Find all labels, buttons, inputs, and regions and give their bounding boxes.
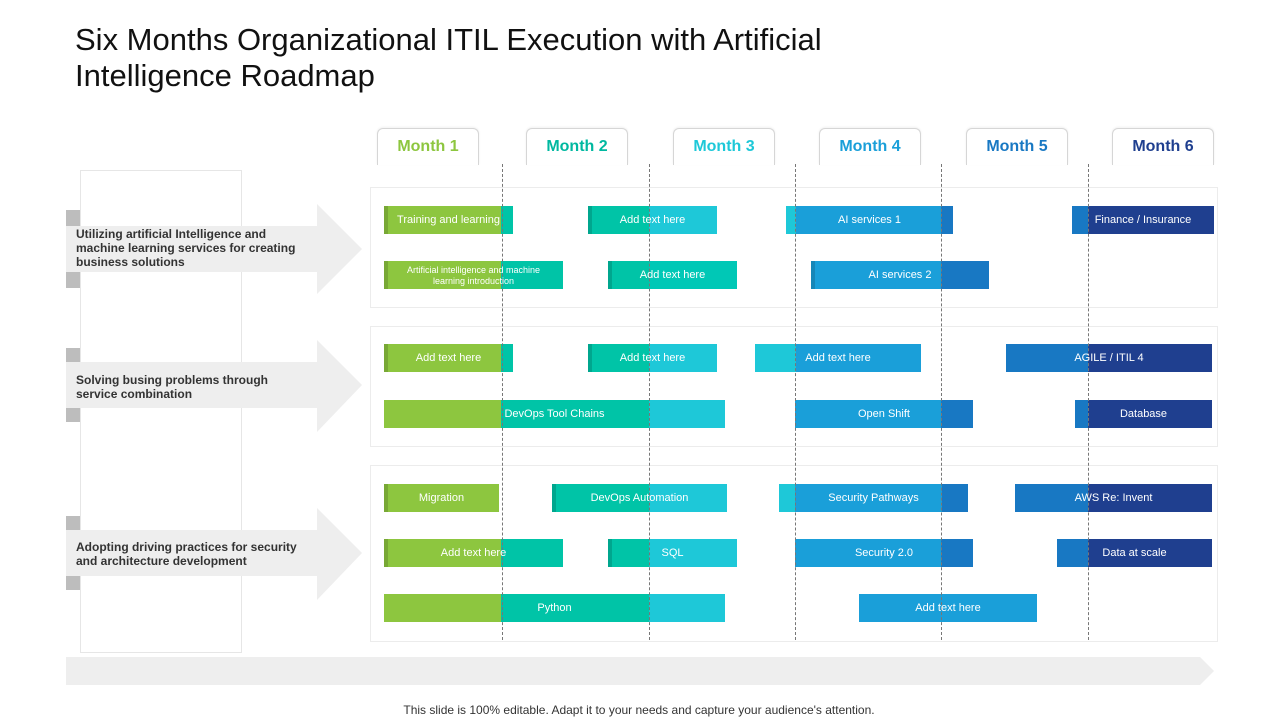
month-label: Month 5 <box>986 138 1048 155</box>
task-label: Artificial intelligence and machine lear… <box>406 265 541 287</box>
task-bar[interactable]: Python <box>384 594 725 622</box>
task-label: Security 2.0 <box>854 547 914 559</box>
arrow-shape <box>66 508 362 600</box>
task-bar[interactable]: AI services 1 <box>786 206 953 234</box>
task-bar[interactable]: Training and learning <box>384 206 513 234</box>
task-bar[interactable]: DevOps Tool Chains <box>384 400 725 428</box>
task-label: DevOps Tool Chains <box>504 408 605 420</box>
task-bar[interactable]: Add text here <box>755 344 921 372</box>
task-bar[interactable]: Database <box>1075 400 1212 428</box>
task-bar[interactable]: AWS Re: Invent <box>1015 484 1212 512</box>
task-label: Data at scale <box>1102 547 1167 559</box>
task-label: DevOps Automation <box>590 492 689 504</box>
task-bar[interactable]: Add text here <box>384 539 563 567</box>
task-bar[interactable]: Security Pathways <box>779 484 968 512</box>
month-label: Month 4 <box>839 138 901 155</box>
category-label-3: Adopting driving practices for security … <box>76 540 297 568</box>
task-label: Add text here <box>805 352 871 364</box>
month-divider <box>502 164 503 640</box>
month-label: Month 2 <box>546 138 608 155</box>
task-label: Add text here <box>440 547 507 559</box>
task-label: SQL <box>661 547 684 559</box>
task-bar[interactable]: Add text here <box>588 206 717 234</box>
task-label: Add text here <box>639 269 706 281</box>
task-label: AGILE / ITIL 4 <box>1074 352 1144 364</box>
month-header-6: Month 6 <box>1112 128 1214 165</box>
category-arrow-3: Adopting driving practices for security … <box>66 508 362 600</box>
task-label: Add text here <box>619 352 686 364</box>
month-divider <box>649 164 650 640</box>
month-divider <box>795 164 796 640</box>
task-label: Migration <box>418 492 465 504</box>
lane-3 <box>370 465 1218 642</box>
task-bar[interactable]: Add text here <box>588 344 717 372</box>
month-header-1: Month 1 <box>377 128 479 165</box>
month-divider <box>941 164 942 640</box>
task-bar[interactable]: Data at scale <box>1057 539 1212 567</box>
task-label: Add text here <box>619 214 686 226</box>
task-label: Security Pathways <box>828 492 919 504</box>
month-label: Month 1 <box>397 138 459 155</box>
arrow-shape <box>66 204 362 294</box>
task-bar[interactable]: Add text here <box>859 594 1037 622</box>
month-label: Month 3 <box>693 138 755 155</box>
title-line-1: Six Months Organizational ITIL Execution… <box>75 22 822 57</box>
timeline-arrow <box>66 657 1214 685</box>
task-bar[interactable]: Artificial intelligence and machine lear… <box>384 261 563 289</box>
task-label: Add text here <box>915 602 981 614</box>
task-bar[interactable]: Migration <box>384 484 499 512</box>
task-label: Open Shift <box>858 408 910 420</box>
month-label: Month 6 <box>1132 138 1194 155</box>
task-label: Training and learning <box>397 214 500 226</box>
task-label: Python <box>537 602 572 614</box>
footer-note: This slide is 100% editable. Adapt it to… <box>403 703 875 717</box>
task-label: Add text here <box>415 352 482 364</box>
category-arrow-2: Solving busing problems through service … <box>66 340 362 432</box>
task-bar[interactable]: Add text here <box>608 261 737 289</box>
task-bar[interactable]: AGILE / ITIL 4 <box>1006 344 1212 372</box>
month-header-5: Month 5 <box>966 128 1068 165</box>
arrow-shape <box>66 340 362 432</box>
task-bar[interactable]: Finance / Insurance <box>1072 206 1214 234</box>
title-line-2: Intelligence Roadmap <box>75 58 375 93</box>
category-label-1: Utilizing artificial Intelligence and ma… <box>76 227 296 269</box>
task-bar[interactable]: AI services 2 <box>811 261 989 289</box>
lane-2 <box>370 326 1218 447</box>
task-bar[interactable]: SQL <box>608 539 737 567</box>
category-arrow-1: Utilizing artificial Intelligence and ma… <box>66 204 362 294</box>
month-divider <box>1088 164 1089 640</box>
task-label: AI services 1 <box>838 214 901 226</box>
task-bar[interactable]: DevOps Automation <box>552 484 727 512</box>
page-title: Six Months Organizational ITIL Execution… <box>75 22 975 94</box>
task-bar[interactable]: Security 2.0 <box>795 539 973 567</box>
task-label: Database <box>1119 408 1168 420</box>
category-label-2: Solving busing problems through service … <box>76 373 268 401</box>
month-header-4: Month 4 <box>819 128 921 165</box>
month-header-2: Month 2 <box>526 128 628 165</box>
task-bar[interactable]: Open Shift <box>795 400 973 428</box>
task-label: AI services 2 <box>868 269 932 281</box>
month-header-3: Month 3 <box>673 128 775 165</box>
task-bar[interactable]: Add text here <box>384 344 513 372</box>
lane-1 <box>370 187 1218 308</box>
task-label: AWS Re: Invent <box>1074 492 1153 504</box>
task-label: Finance / Insurance <box>1094 214 1192 226</box>
